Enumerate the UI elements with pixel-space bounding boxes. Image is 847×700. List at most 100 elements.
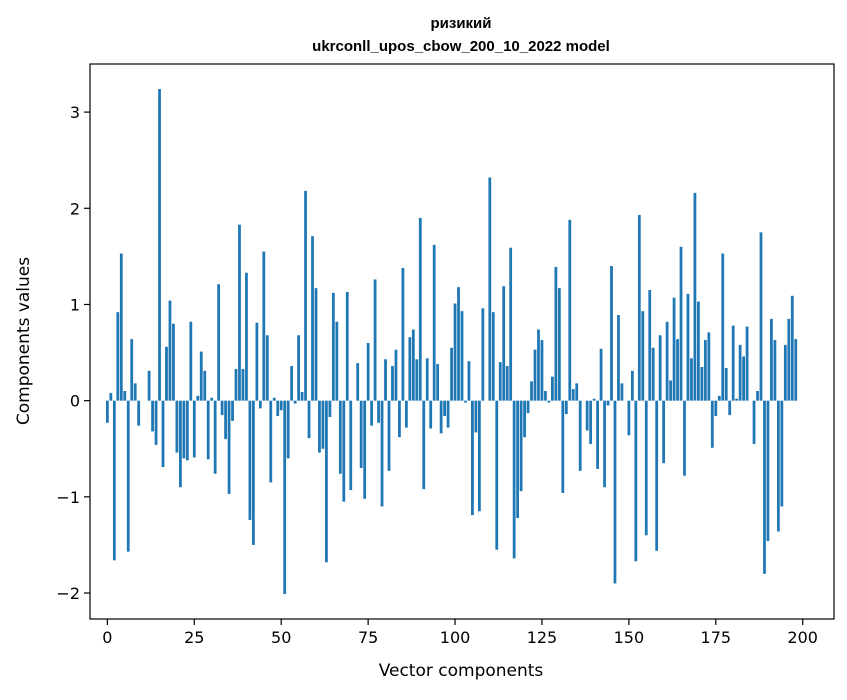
bar — [520, 401, 523, 491]
bar — [297, 335, 300, 400]
bar — [488, 178, 491, 401]
bar — [342, 401, 345, 502]
bar — [436, 364, 439, 401]
bar — [179, 401, 182, 488]
bar — [603, 401, 606, 488]
bar — [516, 401, 519, 518]
bar — [735, 399, 738, 401]
bar — [645, 401, 648, 536]
x-tick-label: 100 — [440, 628, 471, 647]
bar — [561, 401, 564, 493]
bar — [402, 268, 405, 401]
bar — [725, 368, 728, 401]
bar — [228, 401, 231, 494]
bar — [673, 298, 676, 401]
bar — [495, 401, 498, 550]
bar — [332, 293, 335, 401]
bar — [130, 339, 133, 401]
bar — [242, 369, 245, 401]
bar — [787, 319, 790, 401]
bar — [235, 369, 238, 401]
bar — [374, 279, 377, 400]
bar — [697, 302, 700, 401]
bar — [176, 401, 179, 453]
bar — [554, 267, 557, 401]
bar — [123, 391, 126, 401]
bar — [335, 322, 338, 401]
bar — [165, 347, 168, 401]
bar — [575, 383, 578, 400]
bar — [134, 383, 137, 400]
bar — [541, 340, 544, 401]
bar — [596, 401, 599, 469]
bar — [780, 401, 783, 507]
bar — [120, 253, 123, 400]
y-tick-label: 0 — [70, 392, 80, 411]
bar — [666, 322, 669, 401]
chart-title-line-2: ukrconll_upos_cbow_200_10_2022 model — [312, 38, 610, 55]
bar — [454, 304, 457, 401]
bar — [551, 377, 554, 401]
bar — [349, 401, 352, 490]
bar — [367, 343, 370, 401]
bar — [614, 401, 617, 584]
bar — [711, 401, 714, 448]
bar — [704, 340, 707, 401]
bar — [162, 401, 165, 467]
chart-title-line-1: ризикий — [430, 15, 491, 32]
bar — [527, 401, 530, 414]
bar — [203, 371, 206, 401]
bar — [412, 329, 415, 400]
bar — [304, 191, 307, 401]
bar — [617, 315, 620, 401]
bar — [537, 329, 540, 400]
bar — [468, 361, 471, 400]
bar — [655, 401, 658, 551]
x-tick-label: 175 — [701, 628, 732, 647]
bar — [433, 245, 436, 401]
bar — [346, 292, 349, 401]
bar — [273, 398, 276, 401]
bar — [568, 220, 571, 401]
bar — [127, 401, 130, 552]
y-tick-label: −2 — [56, 584, 80, 603]
bar — [287, 401, 290, 459]
bar — [189, 322, 192, 401]
bar — [384, 359, 387, 400]
bar — [652, 348, 655, 401]
x-tick-label: 125 — [527, 628, 558, 647]
bar — [506, 366, 509, 401]
bar — [461, 311, 464, 400]
bar — [408, 337, 411, 400]
bar — [784, 345, 787, 401]
bar — [770, 319, 773, 401]
y-tick-label: 3 — [70, 103, 80, 122]
bar — [718, 396, 721, 401]
bar — [308, 401, 311, 439]
bar — [356, 363, 359, 401]
bar — [794, 339, 797, 401]
bar — [255, 323, 258, 401]
bar — [266, 335, 269, 400]
bar — [113, 401, 116, 561]
bar — [767, 401, 770, 541]
bar — [294, 401, 297, 404]
bar — [471, 401, 474, 515]
bar — [763, 401, 766, 574]
bar — [641, 311, 644, 400]
x-tick-label: 75 — [358, 628, 378, 647]
bar — [405, 401, 408, 428]
bar — [548, 401, 551, 403]
bar — [648, 290, 651, 401]
bar — [707, 332, 710, 400]
bar — [315, 288, 318, 401]
bar — [280, 401, 283, 411]
x-axis-label: Vector components — [379, 661, 544, 681]
bar — [322, 401, 325, 449]
x-tick-label: 25 — [184, 628, 204, 647]
bar — [721, 253, 724, 400]
bar — [593, 399, 596, 401]
bar — [200, 352, 203, 401]
bar — [252, 401, 255, 545]
